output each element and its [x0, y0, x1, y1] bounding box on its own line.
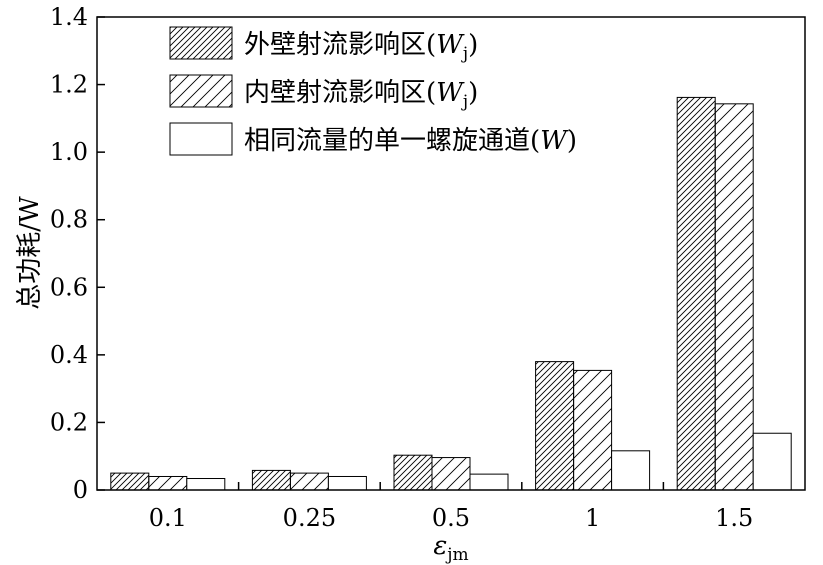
y-tick-label-1.2: 1.2	[50, 71, 88, 99]
x-axis-ticks: 0.1 0.25 0.5 1 1.5	[149, 482, 753, 532]
legend-label-single-channel: 相同流量的单一螺旋通道(W)	[244, 126, 577, 156]
y-tick-label-0.2: 0.2	[50, 408, 88, 436]
y-tick-label-0: 0	[73, 476, 88, 504]
bar-series1-1	[535, 361, 575, 491]
bar-series3-1.5	[752, 432, 792, 491]
x-axis-title: εjm	[433, 531, 468, 565]
bar-series3-1	[611, 450, 651, 491]
bar-series2-1	[573, 369, 613, 491]
legend-swatch-single-channel	[169, 122, 233, 156]
x-tick-label-0.1: 0.1	[149, 504, 187, 532]
legend-swatch-inner-wall	[169, 74, 233, 108]
y-axis-title: 总功耗/W	[15, 196, 45, 310]
x-tick-label-0.5: 0.5	[432, 504, 470, 532]
bar-series2-0.5	[431, 457, 471, 491]
legend-label-outer-wall: 外壁射流影响区(Wj)	[244, 30, 478, 64]
y-tick-label-0.6: 0.6	[50, 273, 88, 301]
legend: 外壁射流影响区(Wj) 内壁射流影响区(Wj) 相同流量的单一螺旋通道(W)	[169, 26, 577, 156]
bar-series3-0.5	[469, 473, 509, 491]
x-tick-label-1.5: 1.5	[715, 504, 753, 532]
y-tick-label-0.4: 0.4	[50, 341, 88, 369]
bar-series1-0.1	[110, 472, 150, 491]
x-tick-label-1: 1	[585, 504, 600, 532]
legend-item-outer-wall: 外壁射流影响区(Wj)	[169, 26, 478, 64]
legend-swatch-outer-wall	[169, 26, 233, 60]
legend-item-single-channel: 相同流量的单一螺旋通道(W)	[169, 122, 577, 156]
bars	[110, 96, 792, 491]
bar-series3-0.1	[186, 478, 226, 491]
x-tick-label-0.25: 0.25	[283, 504, 336, 532]
y-tick-label-0.8: 0.8	[50, 206, 88, 234]
bar-series1-0.5	[393, 454, 433, 491]
bar-series2-0.25	[289, 472, 329, 491]
bar-series3-0.25	[327, 475, 367, 491]
bar-series2-1.5	[714, 103, 754, 491]
bar-series2-0.1	[148, 475, 188, 491]
y-axis-ticks: 0 0.2 0.4 0.6 0.8 1.0 1.2 1.4	[50, 3, 105, 504]
legend-label-inner-wall: 内壁射流影响区(Wj)	[244, 78, 478, 112]
legend-item-inner-wall: 内壁射流影响区(Wj)	[169, 74, 478, 112]
y-tick-label-1.0: 1.0	[50, 138, 88, 166]
y-tick-label-1.4: 1.4	[50, 3, 88, 31]
bar-series1-1.5	[676, 96, 716, 491]
bar-series1-0.25	[251, 469, 291, 491]
plot-frame	[96, 16, 806, 491]
